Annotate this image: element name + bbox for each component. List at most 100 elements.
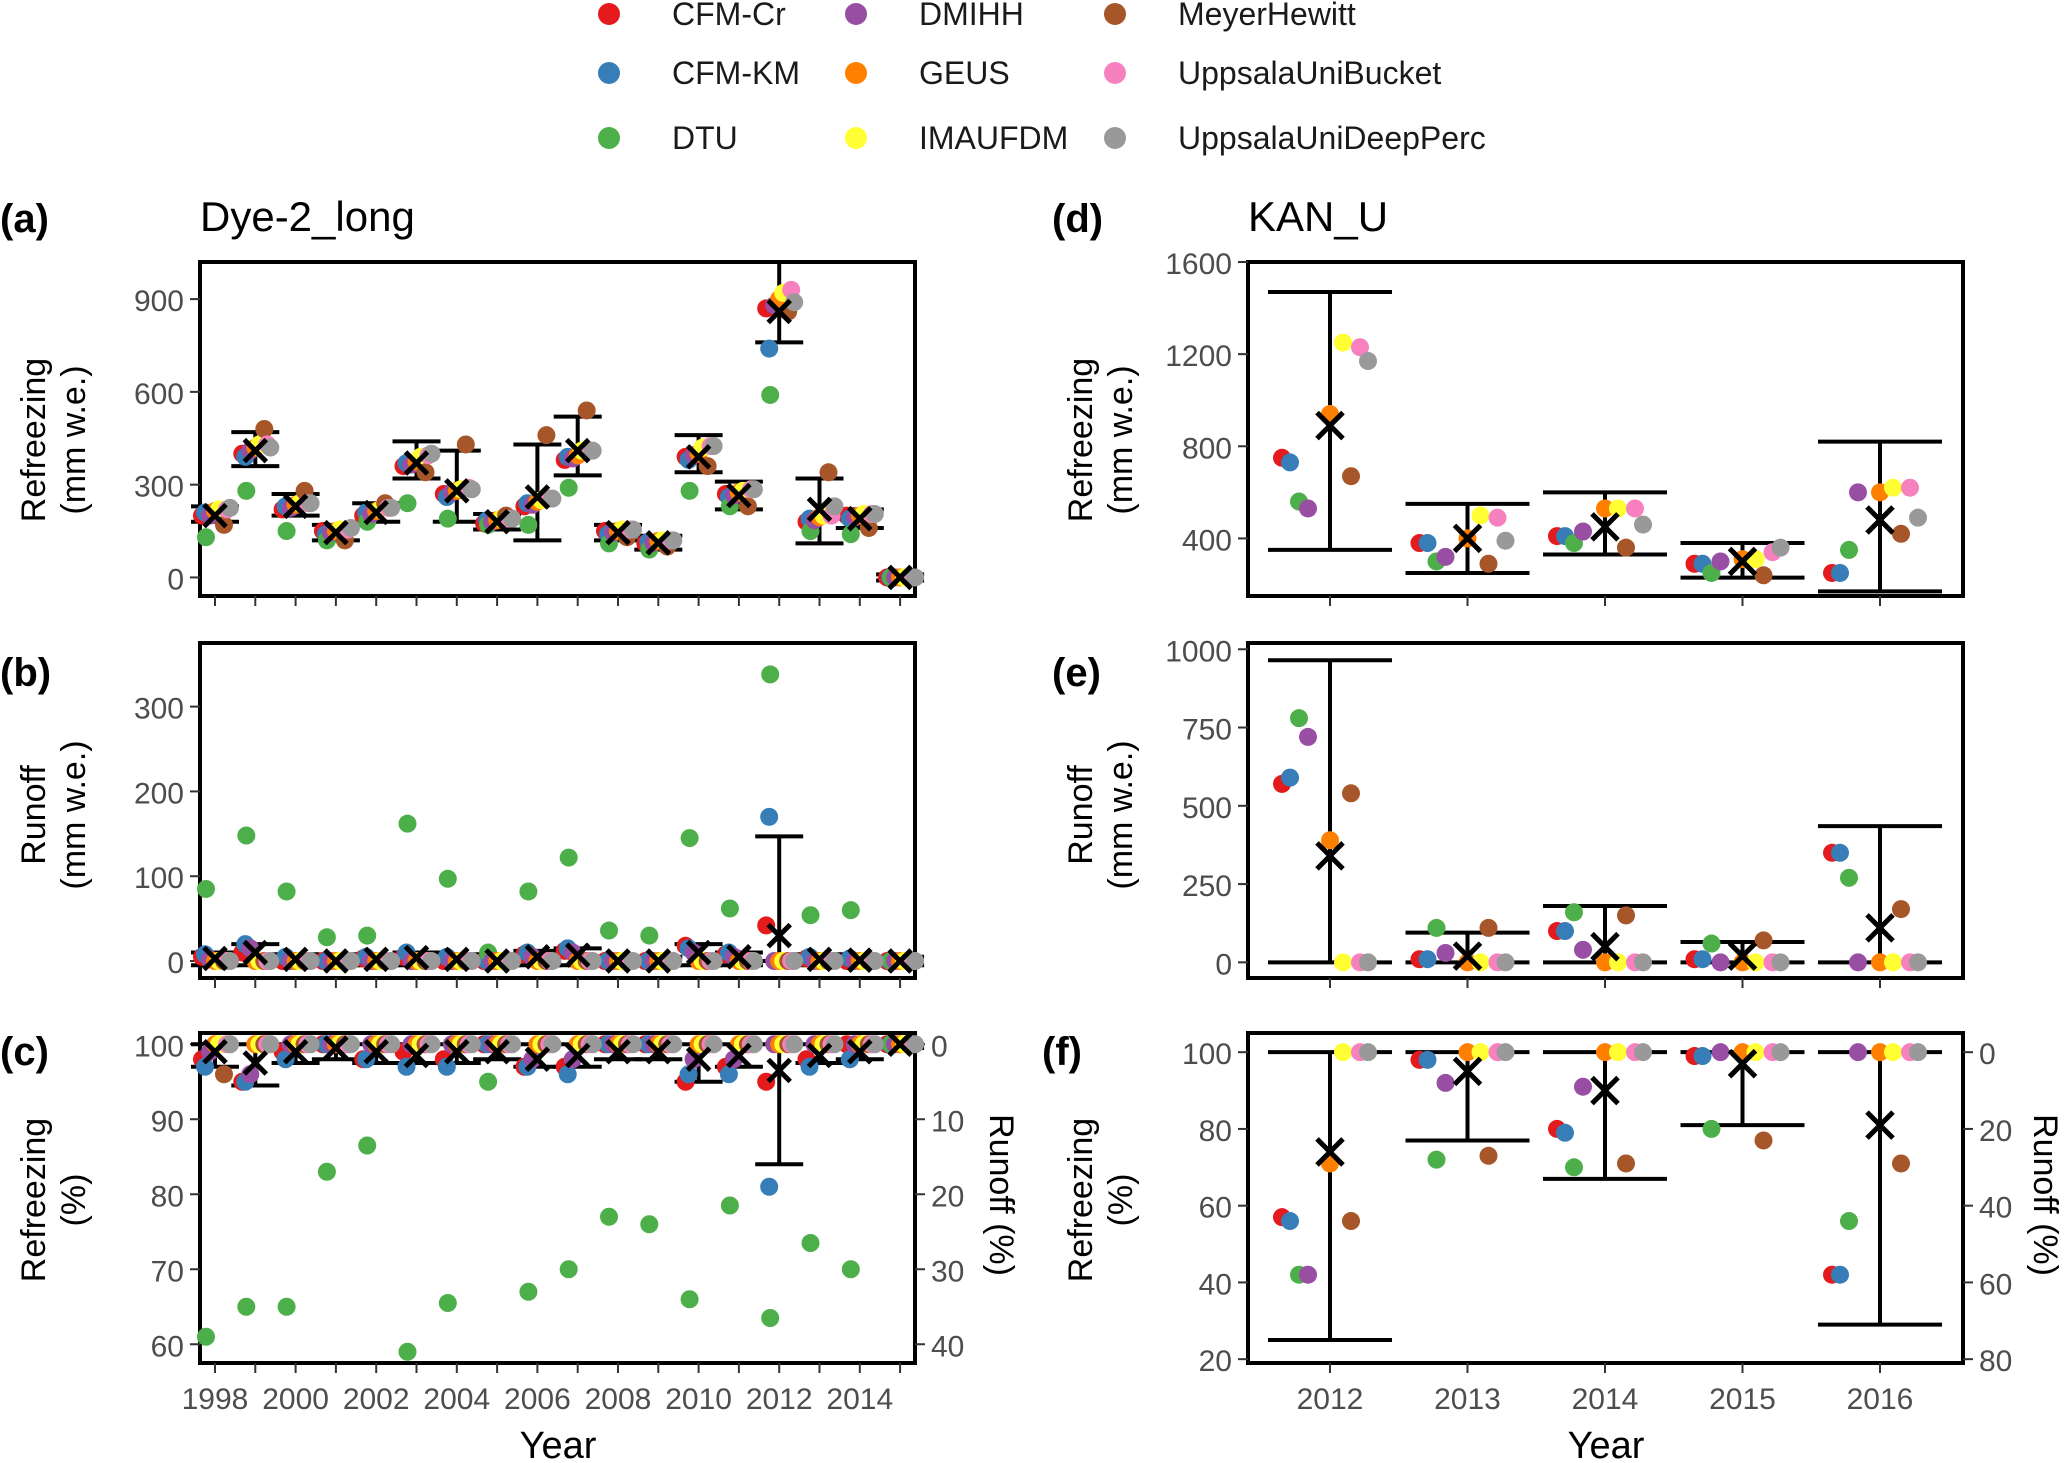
point-e <box>1436 943 1455 962</box>
mean-marker-a <box>847 505 873 532</box>
x-tick-label-c: 2000 <box>262 1383 329 1416</box>
point-f <box>1471 1043 1490 1062</box>
point-c <box>680 1290 699 1309</box>
y-tick-label-f: 80 <box>1199 1115 1232 1148</box>
mean-marker-c <box>685 1046 712 1073</box>
x-tick-label-c: 2004 <box>423 1383 490 1416</box>
panel-letter-d: (d) <box>1052 197 1103 241</box>
ylabel-f-line1: Refreezing <box>1062 1118 1100 1282</box>
point-c <box>523 1050 542 1069</box>
mean-marker-b <box>403 944 430 971</box>
mean-marker-f <box>1452 1056 1483 1087</box>
mean-marker-a <box>202 502 228 529</box>
mean-marker-b <box>564 942 591 968</box>
point-d <box>1351 338 1369 357</box>
mean-marker-f <box>1590 1075 1620 1106</box>
point-a <box>422 444 441 463</box>
mean-marker-a <box>444 478 470 504</box>
point-d <box>1596 499 1614 518</box>
mean-marker-a <box>242 437 269 464</box>
x-tick-label-f: 2013 <box>1434 1383 1501 1416</box>
mean-marker-b <box>444 946 470 973</box>
point-c <box>301 1035 320 1054</box>
point-e <box>1617 906 1635 925</box>
mean-marker-c <box>726 1042 752 1069</box>
point-e <box>1418 950 1437 969</box>
point-b <box>519 882 538 901</box>
point-d <box>1488 508 1507 527</box>
y-tick-label-e: 500 <box>1182 792 1232 825</box>
point-f <box>1479 1146 1498 1165</box>
mean-marker-b <box>685 939 712 966</box>
point-a <box>462 480 481 499</box>
mean-marker-f <box>1315 1137 1345 1167</box>
point-c <box>221 1035 239 1054</box>
legend-label: CFM-Cr <box>672 0 786 32</box>
point-b <box>197 879 215 898</box>
mean-marker-c <box>202 1038 228 1065</box>
point-a <box>543 489 562 508</box>
point-d <box>1299 499 1317 518</box>
legend-label: UppsalaUniBucket <box>1178 55 1442 91</box>
point-a <box>255 420 274 438</box>
point-f <box>1281 1212 1299 1231</box>
point-e <box>1771 953 1790 972</box>
mean-marker-e <box>1590 931 1620 962</box>
point-d <box>1626 499 1644 518</box>
point-a <box>519 515 538 534</box>
y2-tick-label-f: 80 <box>1979 1345 2012 1378</box>
ylabel-a-line1: Refreezing <box>15 358 53 522</box>
point-b <box>559 848 578 867</box>
point-d <box>1711 552 1730 571</box>
mean-marker-a <box>363 499 389 526</box>
panel-letter-b: (b) <box>0 651 51 695</box>
y-tick-label-b: 0 <box>167 947 184 980</box>
point-c <box>277 1297 296 1316</box>
mean-marker-c <box>323 1035 349 1061</box>
point-e <box>1574 940 1592 959</box>
point-d <box>1884 478 1902 497</box>
point-b <box>277 882 296 901</box>
mean-marker-c <box>605 1038 631 1065</box>
point-f <box>1565 1158 1583 1177</box>
point-a <box>277 522 296 541</box>
ylabel-e-line1: Runoff <box>1062 765 1100 865</box>
point-e <box>1281 768 1299 787</box>
x-tick-label-c: 2008 <box>585 1383 652 1416</box>
x-tick-label-c: 2006 <box>504 1383 571 1416</box>
mean-marker-e <box>1727 941 1758 971</box>
legend-marker <box>598 127 620 149</box>
x-tick-label-c: 2010 <box>665 1383 732 1416</box>
point-c <box>684 1050 703 1069</box>
site-title-kanu: KAN_U <box>1248 193 1388 240</box>
point-c <box>825 1035 844 1054</box>
x-tick-label-c: 1998 <box>182 1383 249 1416</box>
mean-marker-b <box>202 945 228 972</box>
point-b <box>704 952 723 971</box>
plot-frame-b <box>198 641 917 980</box>
y-tick-label-c: 80 <box>151 1180 184 1213</box>
point-c <box>503 1035 522 1054</box>
point-e <box>1909 953 1927 972</box>
point-e <box>1496 953 1515 972</box>
ylabel-c-line1: Refreezing <box>15 1118 53 1282</box>
point-c <box>801 1234 820 1252</box>
point-c <box>720 1196 739 1215</box>
point-d <box>1418 534 1437 553</box>
point-f <box>1427 1150 1446 1169</box>
y-tick-label-e: 250 <box>1182 870 1232 903</box>
y-tick-label-f: 20 <box>1199 1345 1232 1378</box>
y-tick-label-d: 800 <box>1182 432 1232 465</box>
point-c <box>785 1035 804 1054</box>
point-d <box>1617 538 1635 557</box>
panel-letter-a: (a) <box>0 197 49 241</box>
mean-marker-d <box>1315 410 1345 441</box>
point-c <box>664 1035 683 1054</box>
point-f <box>1556 1123 1574 1142</box>
point-d <box>1901 478 1919 497</box>
ylabel-b-line2: (mm w.e.) <box>55 740 93 889</box>
panel-letter-c: (c) <box>0 1030 49 1074</box>
y-tick-label-c: 60 <box>151 1330 184 1363</box>
point-d <box>1342 467 1360 486</box>
